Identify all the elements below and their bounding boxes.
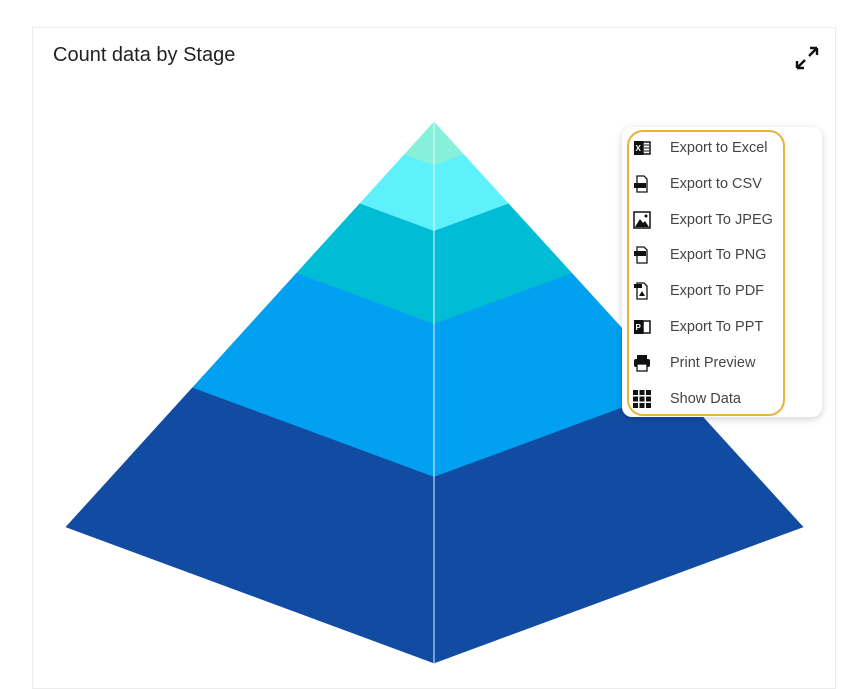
- menu-item-label: Export To JPEG: [670, 211, 773, 228]
- menu-item-export-to-jpeg[interactable]: Export To JPEG: [632, 205, 782, 235]
- printer-icon: [632, 353, 652, 373]
- menu-highlight: [627, 130, 785, 416]
- menu-item-export-to-excel[interactable]: X Export to Excel: [632, 133, 782, 163]
- grid-icon: [632, 389, 652, 409]
- image-icon: [632, 210, 652, 230]
- expand-icon[interactable]: [793, 44, 821, 72]
- menu-item-label: Export To PNG: [670, 247, 767, 264]
- png-icon: [632, 245, 652, 265]
- menu-item-label: Print Preview: [670, 354, 756, 371]
- menu-item-show-data[interactable]: Show Data: [632, 384, 782, 414]
- menu-item-label: Export to CSV: [670, 175, 762, 192]
- menu-item-export-to-csv[interactable]: Export to CSV: [632, 169, 782, 199]
- ppt-icon: P: [632, 317, 652, 337]
- chart-title: Count data by Stage: [53, 44, 236, 66]
- menu-item-export-to-ppt[interactable]: P Export To PPT: [632, 312, 782, 342]
- menu-item-print-preview[interactable]: Print Preview: [632, 348, 782, 378]
- svg-text:P: P: [636, 323, 642, 332]
- excel-icon: X: [632, 138, 652, 158]
- csv-icon: [632, 174, 652, 194]
- export-menu: X Export to Excel Export to CSV Export To J…: [622, 127, 822, 417]
- menu-item-label: Export to Excel: [670, 140, 768, 156]
- menu-item-label: Export To PPT: [670, 319, 764, 335]
- menu-item-export-to-pdf[interactable]: Export To PDF: [632, 276, 782, 306]
- menu-item-label: Export To PDF: [670, 283, 765, 300]
- menu-item-export-to-png[interactable]: Export To PNG: [632, 240, 782, 270]
- menu-item-label: Show Data: [670, 390, 741, 407]
- pdf-icon: [632, 281, 652, 301]
- svg-text:X: X: [636, 144, 642, 153]
